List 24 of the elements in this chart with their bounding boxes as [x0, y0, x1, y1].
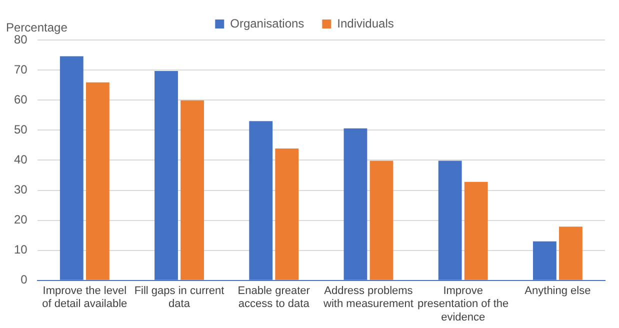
x-tick-label: Anything else [524, 285, 591, 298]
x-tick-label: Enable greater access to data [238, 285, 310, 310]
x-tick-label: Improve the level of detail available [42, 285, 128, 310]
y-tick-label: 0 [20, 272, 28, 287]
y-tick-label: 80 [14, 32, 28, 46]
x-tick-label: Improve presentation of the evidence [418, 285, 509, 324]
y-tick-label: 60 [14, 92, 28, 106]
bar [275, 148, 299, 280]
y-tick-label: 40 [14, 152, 28, 167]
x-tick-label: Address problems with measurement [322, 285, 414, 310]
y-tick-label: 50 [14, 122, 28, 136]
y-axis-title: Percentage [6, 20, 68, 34]
bar [370, 160, 394, 280]
y-tick-label: 20 [14, 212, 28, 227]
y-tick-label: 70 [14, 62, 28, 76]
y-tick-label: 30 [14, 182, 28, 197]
legend-label: Organisations [230, 16, 304, 30]
bar [86, 82, 110, 280]
legend-label: Individuals [337, 16, 394, 30]
bar [558, 226, 582, 280]
x-tick-label: Fill gaps in current data [134, 285, 224, 310]
y-tick-label: 10 [14, 242, 28, 257]
bar [180, 100, 204, 280]
bar [464, 182, 488, 280]
